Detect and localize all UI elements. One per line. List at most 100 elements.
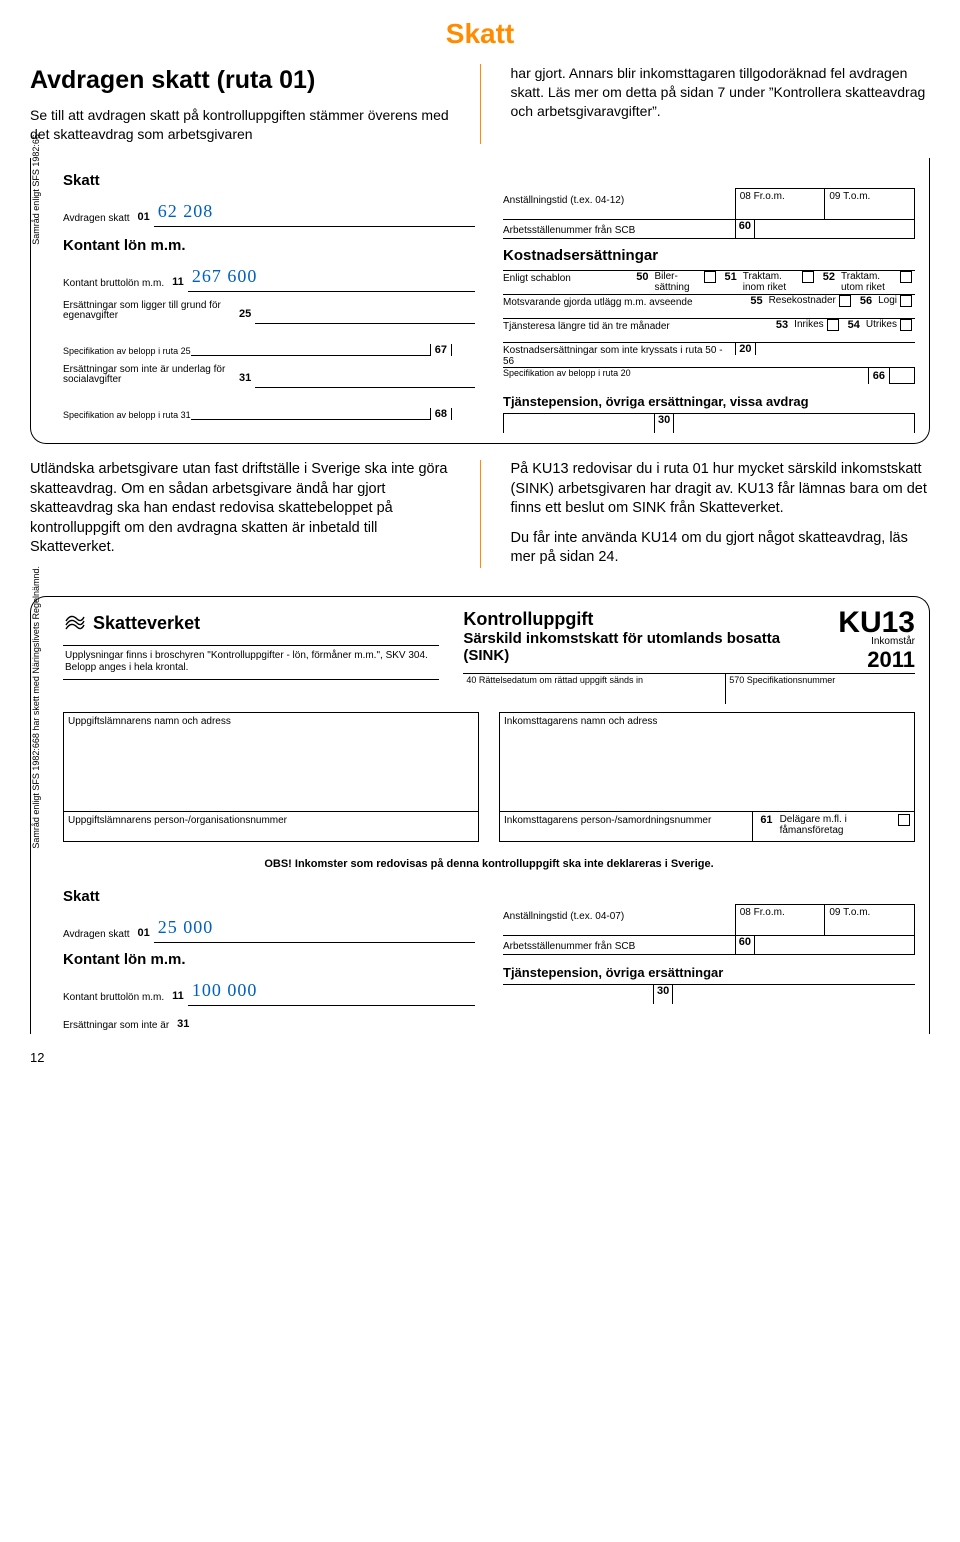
intro-divider <box>480 64 481 144</box>
form1-sidelabel: Samråd enligt SFS 1982:66 <box>31 134 41 245</box>
field-01: Avdragen skatt 01 62 208 <box>63 195 475 227</box>
r01-value: 62 208 <box>158 199 214 221</box>
kost-block: Enligt schablon 50Biler-sättning 51Trakt… <box>503 270 915 368</box>
cb-52[interactable] <box>900 271 912 283</box>
kost-50-52: Enligt schablon 50Biler-sättning 51Trakt… <box>503 270 915 294</box>
ku13-r11: Kontant bruttolön m.m. 11 100 000 <box>63 974 475 1006</box>
r40: 40 Rättelsedatum om rättad uppgift sänds… <box>463 674 726 704</box>
prose-right-1: På KU13 redovisar du i ruta 01 hur mycke… <box>511 460 931 519</box>
ku13-upplys: Upplysningar finns i broschyren "Kontrol… <box>63 645 439 680</box>
ku13-title-block: Kontrolluppgift Särskild inkomstskatt fö… <box>463 609 915 704</box>
form1-left-col: Skatt Avdragen skatt 01 62 208 Kontant l… <box>63 170 475 434</box>
ink-namn[interactable]: Inkomsttagarens namn och adress <box>499 712 915 812</box>
skatt-section-title: Skatt <box>63 172 475 189</box>
r11-value: 267 600 <box>192 264 258 286</box>
uppl-namn[interactable]: Uppgiftslämnarens namn och adress <box>63 712 479 812</box>
cb-50[interactable] <box>704 271 716 283</box>
ku13-big: KU13 <box>838 609 915 636</box>
r11-label: Kontant bruttolön m.m. <box>63 279 166 292</box>
ku13-address-row: Uppgiftslämnarens namn och adress Uppgif… <box>63 712 915 842</box>
r570: 570 Specifikationsnummer <box>726 674 915 704</box>
ku13-year: 2011 <box>838 647 915 673</box>
intro-left-text: Se till att avdragen skatt på kontrollup… <box>30 106 450 144</box>
anst-label: Anställningstid (t.ex. 04-12) <box>503 195 624 206</box>
skatteverket-logo: Skatteverket <box>63 609 439 639</box>
cb-54[interactable] <box>900 319 912 331</box>
field-25: Ersättningar som ligger till grund för e… <box>63 292 475 324</box>
ku13-r40-570: 40 Rättelsedatum om rättad uppgift sänds… <box>463 673 915 704</box>
spec25-num: 67 <box>431 344 451 356</box>
ku13-kontant-title: Kontant lön m.m. <box>63 951 475 968</box>
ku13-r60: Arbetsställenummer från SCB 60 <box>503 936 915 956</box>
r50-label: Enligt schablon <box>503 271 630 284</box>
ku13-title1: Kontrolluppgift <box>463 609 824 630</box>
ku13-r01: Avdragen skatt 01 25 000 <box>63 911 475 943</box>
prose-right: På KU13 redovisar du i ruta 01 hur mycke… <box>511 460 931 568</box>
form-ku13: Samråd enligt SFS 1982:668 har skett med… <box>30 596 930 1034</box>
ku13-badge: KU13 Inkomstår 2011 <box>838 609 915 673</box>
r08: 08 Fr.o.m. <box>736 189 825 219</box>
ku13-r31: Ersättningar som inte är 31 <box>63 1006 475 1034</box>
kost-20: Kostnadsersättningar som inte kryssats i… <box>503 342 915 367</box>
kost-53-54: Tjänsteresa längre tid än tre månader 53… <box>503 318 915 342</box>
field-31: Ersättningar som inte är underlag för so… <box>63 356 475 388</box>
ku13-header: Skatteverket Upplysningar finns i brosch… <box>63 609 915 704</box>
r30-box: 30 <box>503 413 915 433</box>
r60-num: 60 <box>736 220 755 239</box>
kost-55-56: Motsvarande gjorda utlägg m.m. avseende … <box>503 294 915 318</box>
prose-divider <box>480 460 481 568</box>
r09: 09 T.o.m. <box>824 189 914 219</box>
form1-right-col: Anställningstid (t.ex. 04-12) 08 Fr.o.m.… <box>503 170 915 434</box>
intro-block: Avdragen skatt (ruta 01) Se till att avd… <box>30 64 930 144</box>
form1: Samråd enligt SFS 1982:66 Skatt Avdragen… <box>30 158 930 445</box>
uppl-pers[interactable]: Uppgiftslämnarens person-/organisationsn… <box>63 812 479 842</box>
ku13-anst: Anställningstid (t.ex. 04-07) 08 Fr.o.m.… <box>503 904 915 936</box>
logo-icon <box>63 609 87 639</box>
spec20: Specifikation av belopp i ruta 20 66 <box>503 368 915 384</box>
field-11: Kontant bruttolön m.m. 11 267 600 <box>63 260 475 292</box>
anst-row: Anställningstid (t.ex. 04-12) 08 Fr.o.m.… <box>503 188 915 220</box>
r25-label: Ersättningar som ligger till grund för e… <box>63 301 233 324</box>
r60-label: Arbetsställenummer från SCB <box>503 225 635 236</box>
kost-title: Kostnadsersättningar <box>503 247 915 264</box>
kontant-title: Kontant lön m.m. <box>63 237 475 254</box>
prose-right-2: Du får inte använda KU14 om du gjort någ… <box>511 529 931 568</box>
logo-text: Skatteverket <box>93 613 200 634</box>
r31-label: Ersättningar som inte är underlag för so… <box>63 365 233 388</box>
page: Skatt Avdragen skatt (ruta 01) Se till a… <box>0 0 960 1095</box>
cb-56[interactable] <box>900 295 912 307</box>
ku13-r30: 30 <box>503 984 915 1004</box>
r01-label: Avdragen skatt <box>63 214 132 227</box>
page-number: 12 <box>30 1050 930 1065</box>
r60-row: Arbetsställenummer från SCB 60 <box>503 220 915 240</box>
spec31-label: Specifikation av belopp i ruta 31 <box>63 410 191 420</box>
intro-left: Avdragen skatt (ruta 01) Se till att avd… <box>30 64 450 144</box>
ku13-skatt-title: Skatt <box>63 888 475 905</box>
ku13-left-intro: Skatteverket Upplysningar finns i brosch… <box>63 609 439 680</box>
r11-num: 11 <box>166 276 188 292</box>
r55-label: Motsvarande gjorda utlägg m.m. avseende <box>503 295 744 308</box>
obs-note: OBS! Inkomster som redovisas på denna ko… <box>63 852 915 876</box>
ku13-sidelabel: Samråd enligt SFS 1982:668 har skett med… <box>31 566 41 849</box>
ku13-title2: Särskild inkomstskatt för utomlands bosa… <box>463 630 824 665</box>
r31-num: 31 <box>233 372 255 388</box>
intro-heading: Avdragen skatt (ruta 01) <box>30 64 450 98</box>
cb-53[interactable] <box>827 319 839 331</box>
prose-block: Utländska arbetsgivare utan fast driftst… <box>30 460 930 568</box>
ku13-bottom: Skatt Avdragen skatt 01 25 000 Kontant l… <box>63 886 915 1034</box>
spec31: Specifikation av belopp i ruta 31 68 <box>63 388 475 420</box>
cb-55[interactable] <box>839 295 851 307</box>
cb-51[interactable] <box>802 271 814 283</box>
spec25: Specifikation av belopp i ruta 25 67 <box>63 324 475 356</box>
r53-label: Tjänsteresa längre tid än tre månader <box>503 319 770 332</box>
spec31-num: 68 <box>431 408 451 420</box>
spec25-label: Specifikation av belopp i ruta 25 <box>63 346 191 356</box>
pension-heading: Tjänstepension, övriga ersättningar, vis… <box>503 394 915 409</box>
ink-pers[interactable]: Inkomsttagarens person-/samordningsnumme… <box>499 812 753 842</box>
r20-label: Kostnadsersättningar som inte kryssats i… <box>503 343 735 367</box>
prose-left: Utländska arbetsgivare utan fast driftst… <box>30 460 450 568</box>
r25-num: 25 <box>233 308 255 324</box>
cb-61[interactable] <box>898 814 910 826</box>
ku13-pension: Tjänstepension, övriga ersättningar <box>503 965 915 980</box>
r01-num: 01 <box>132 211 154 227</box>
